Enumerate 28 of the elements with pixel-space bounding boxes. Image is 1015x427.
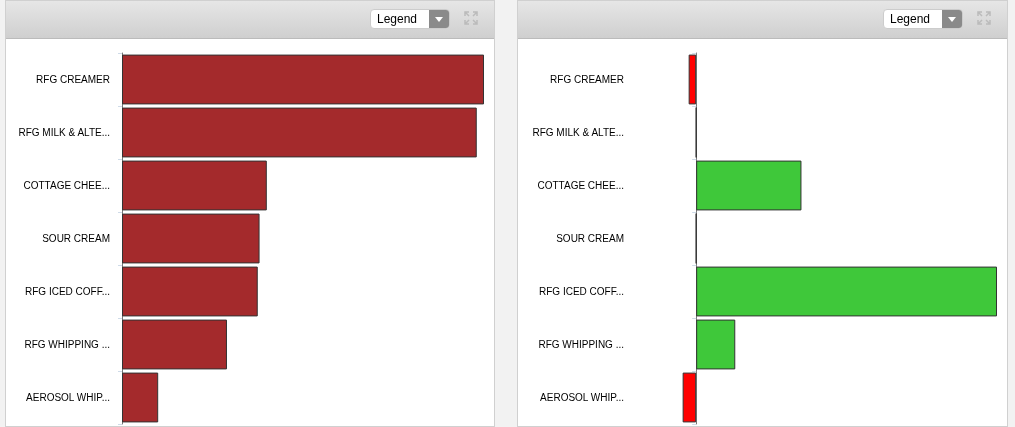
- bar: [122, 107, 477, 158]
- y-tick-label: COTTAGE CHEE...: [537, 180, 624, 191]
- text: Legend: [890, 12, 931, 26]
- bar: [122, 54, 484, 105]
- y-tick-label: RFG WHIPPING ...: [538, 339, 624, 350]
- bar: [122, 160, 267, 211]
- bar: [696, 160, 802, 211]
- y-tick-label: RFG CREAMER: [36, 74, 110, 85]
- y-tick-label: RFG MILK & ALTE...: [532, 127, 624, 138]
- y-tick-label: SOUR CREAM: [42, 233, 110, 244]
- bar: [696, 266, 997, 317]
- y-tick-label: COTTAGE CHEE...: [23, 180, 110, 191]
- y-tick-label: RFG ICED COFF...: [25, 286, 110, 297]
- y-tick-label: RFG MILK & ALTE...: [18, 127, 110, 138]
- text: Legend: [377, 12, 418, 26]
- bar: [122, 372, 159, 423]
- bar: [122, 213, 260, 264]
- y-tick-label: AEROSOL WHIP...: [26, 392, 110, 403]
- bar: [696, 319, 736, 370]
- bar: [688, 54, 697, 105]
- y-tick-label: AEROSOL WHIP...: [540, 392, 624, 403]
- y-tick-label: SOUR CREAM: [556, 233, 624, 244]
- bar: [122, 319, 227, 370]
- y-tick-label: RFG WHIPPING ...: [24, 339, 110, 350]
- y-tick-label: RFG CREAMER: [550, 74, 624, 85]
- bar: [682, 372, 697, 423]
- bar: [122, 266, 258, 317]
- y-tick-label: RFG ICED COFF...: [539, 286, 624, 297]
